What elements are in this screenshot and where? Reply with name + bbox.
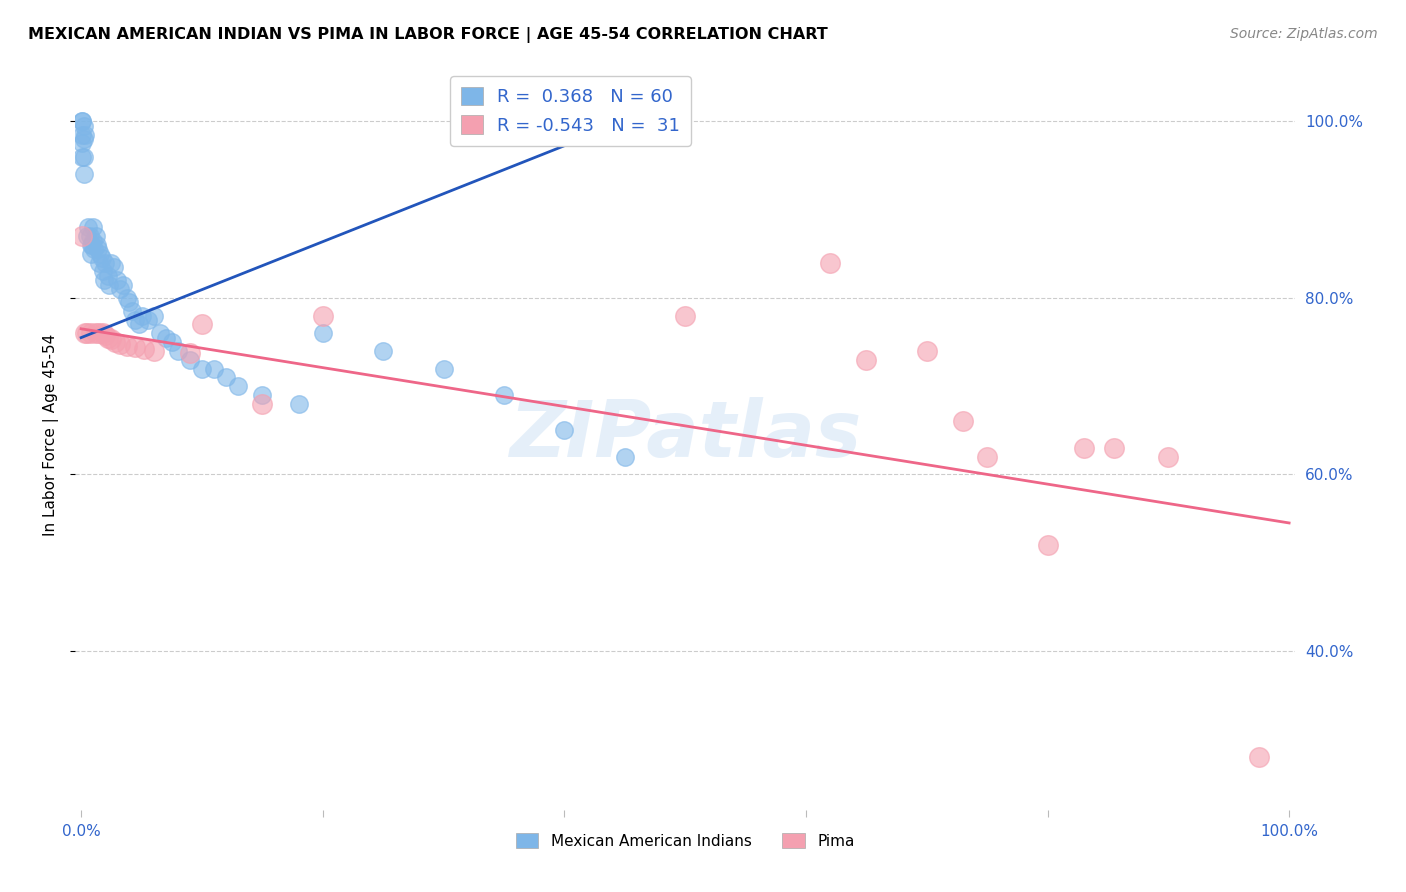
Point — [128, 318, 150, 332]
Point — [202, 361, 225, 376]
Point — [86, 238, 108, 252]
Point — [121, 304, 143, 318]
Point — [492, 388, 515, 402]
Point — [84, 229, 107, 244]
Point — [77, 220, 100, 235]
Point — [115, 338, 138, 352]
Point — [72, 132, 94, 146]
Point — [72, 128, 94, 142]
Point — [72, 229, 94, 244]
Point — [90, 251, 112, 265]
Point — [84, 326, 107, 341]
Point — [226, 379, 249, 393]
Point — [83, 243, 105, 257]
Legend: Mexican American Indians, Pima: Mexican American Indians, Pima — [509, 827, 860, 855]
Point — [155, 330, 177, 344]
Point — [112, 277, 135, 292]
Point — [1102, 441, 1125, 455]
Point — [72, 136, 94, 151]
Point — [108, 282, 131, 296]
Text: Source: ZipAtlas.com: Source: ZipAtlas.com — [1230, 27, 1378, 41]
Text: ZIPatlas: ZIPatlas — [509, 397, 862, 473]
Point — [673, 309, 696, 323]
Point — [1157, 450, 1180, 464]
Point — [82, 220, 104, 235]
Point — [80, 238, 103, 252]
Point — [89, 326, 111, 341]
Point — [179, 352, 201, 367]
Point — [142, 309, 165, 323]
Point — [166, 343, 188, 358]
Point — [124, 340, 146, 354]
Point — [952, 414, 974, 428]
Point — [87, 243, 110, 257]
Point — [103, 260, 125, 274]
Point — [104, 334, 127, 349]
Point — [136, 313, 159, 327]
Point — [191, 318, 214, 332]
Point — [80, 326, 103, 341]
Point — [1073, 441, 1095, 455]
Point — [97, 277, 120, 292]
Point — [976, 450, 998, 464]
Point — [73, 326, 96, 341]
Point — [215, 370, 238, 384]
Point — [91, 326, 114, 341]
Point — [287, 397, 309, 411]
Point — [131, 309, 153, 323]
Point — [72, 167, 94, 181]
Point — [179, 345, 201, 359]
Point — [118, 295, 141, 310]
Point — [371, 343, 394, 358]
Point — [97, 268, 120, 283]
Point — [79, 229, 101, 244]
Point — [82, 234, 104, 248]
Point — [76, 229, 98, 244]
Point — [72, 150, 94, 164]
Point — [191, 361, 214, 376]
Point — [553, 423, 575, 437]
Text: MEXICAN AMERICAN INDIAN VS PIMA IN LABOR FORCE | AGE 45-54 CORRELATION CHART: MEXICAN AMERICAN INDIAN VS PIMA IN LABOR… — [28, 27, 828, 43]
Point — [432, 361, 454, 376]
Point — [93, 273, 115, 287]
Point — [149, 326, 172, 341]
Point — [94, 255, 117, 269]
Point — [252, 397, 274, 411]
Point — [312, 326, 335, 341]
Point — [72, 150, 94, 164]
Point — [613, 450, 636, 464]
Point — [108, 336, 131, 351]
Point — [80, 246, 103, 260]
Point — [1036, 538, 1059, 552]
Point — [312, 309, 335, 323]
Point — [72, 119, 94, 133]
Point — [132, 342, 155, 356]
Point — [105, 273, 128, 287]
Point — [91, 264, 114, 278]
Point — [100, 255, 122, 269]
Point — [80, 238, 103, 252]
Point — [72, 114, 94, 128]
Point — [73, 128, 96, 142]
Point — [1247, 749, 1270, 764]
Point — [100, 332, 122, 346]
Y-axis label: In Labor Force | Age 45-54: In Labor Force | Age 45-54 — [44, 334, 59, 536]
Point — [115, 291, 138, 305]
Point — [818, 255, 841, 269]
Point — [97, 330, 120, 344]
Point — [76, 326, 98, 341]
Point — [915, 343, 938, 358]
Point — [252, 388, 274, 402]
Point — [94, 328, 117, 343]
Point — [72, 114, 94, 128]
Point — [160, 334, 183, 349]
Point — [855, 352, 877, 367]
Point — [89, 255, 111, 269]
Point — [124, 313, 146, 327]
Point — [142, 343, 165, 358]
Point — [89, 246, 111, 260]
